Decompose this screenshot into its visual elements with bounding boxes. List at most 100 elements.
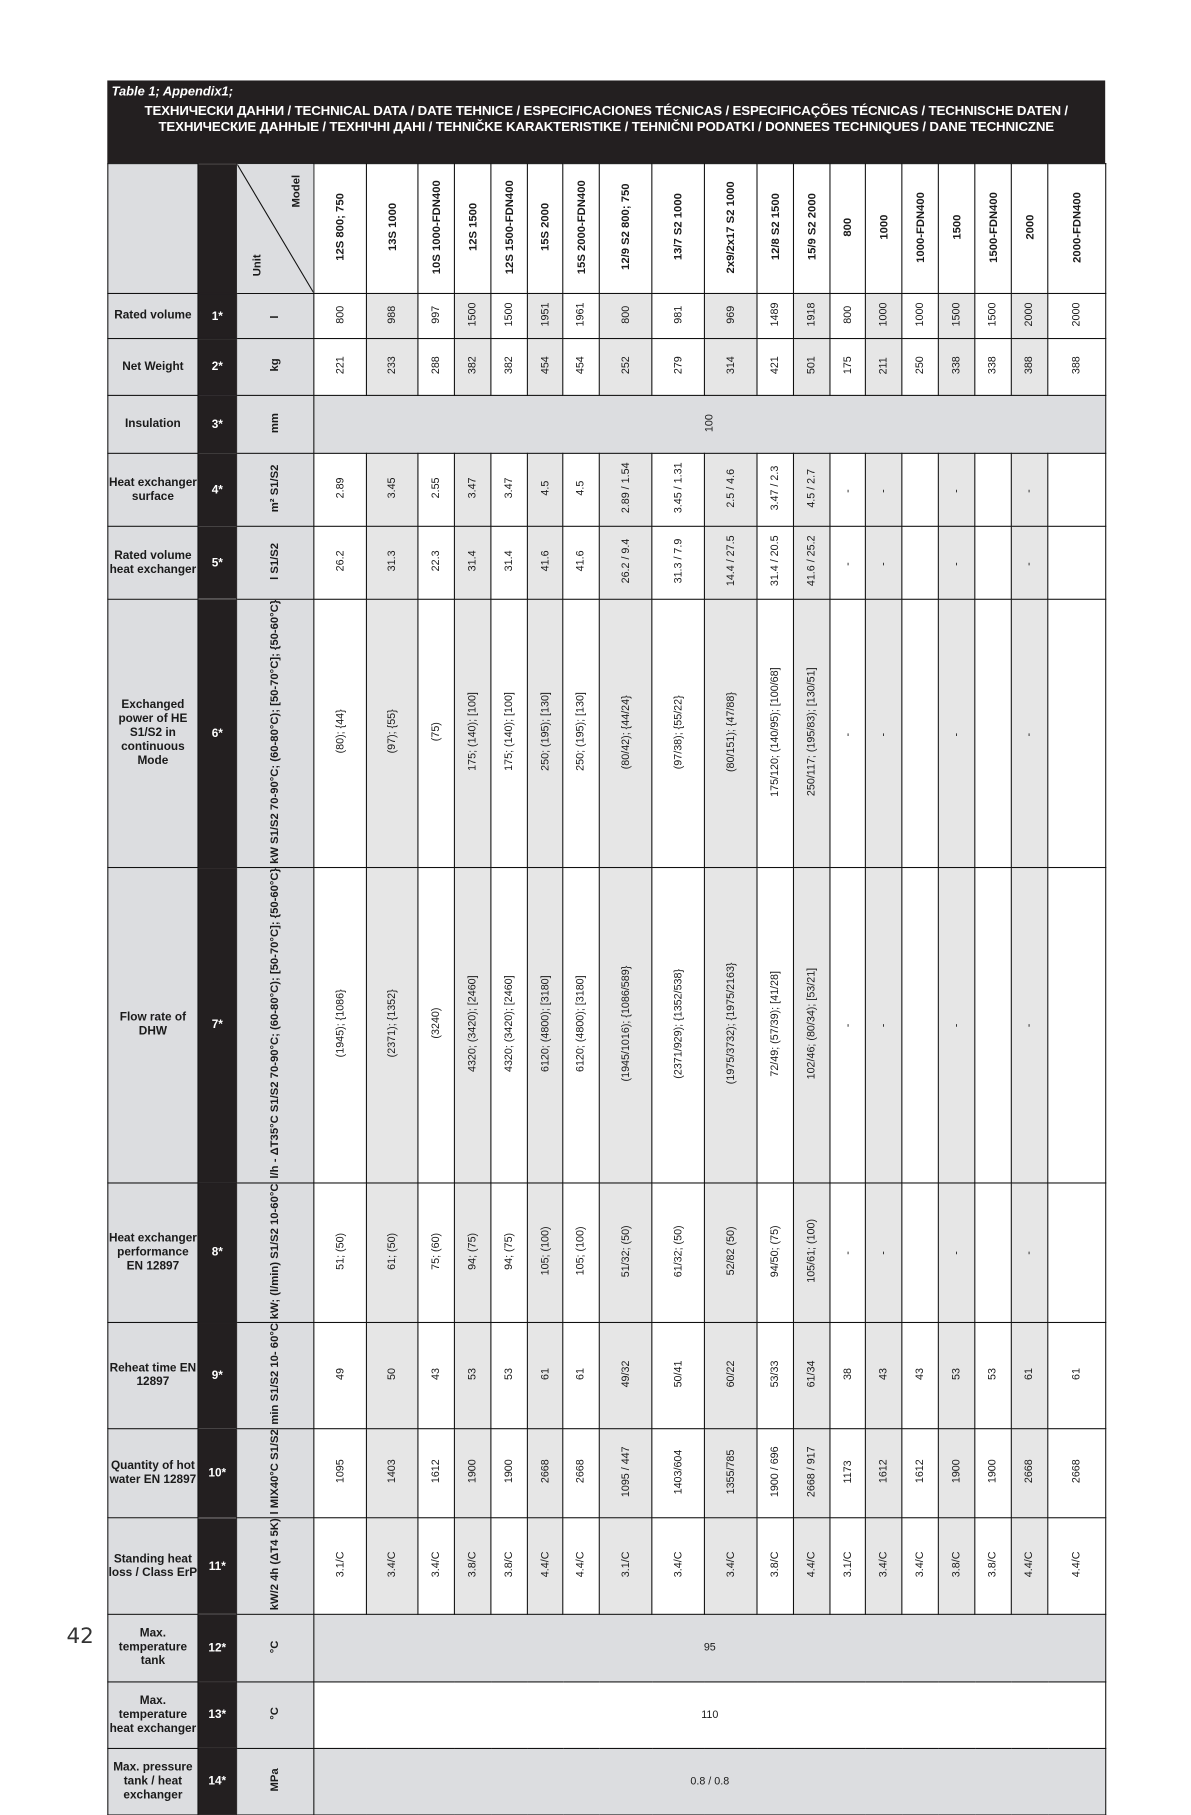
cell-value: 4.5 / 2.7 <box>805 468 818 508</box>
value-cell: 2000 <box>1010 292 1049 340</box>
value-cell: 41.6 <box>562 525 600 600</box>
value-cell: 26.2 / 9.4 <box>598 525 653 600</box>
cell-value: 338 <box>987 356 999 375</box>
value-cell: 969 <box>703 292 758 340</box>
cell-value: - <box>1023 488 1036 493</box>
value-cell: - <box>864 867 903 1184</box>
value-cell: 1500 <box>490 292 528 340</box>
value-cell: 3.47 / 2.3 <box>756 452 795 527</box>
cell-value: 3.4/C <box>430 1551 443 1578</box>
cell-value: 388 <box>1070 356 1083 375</box>
cell-value: - <box>841 1024 854 1028</box>
value-cell: 4.5 / 2.7 <box>792 452 831 527</box>
value-cell: 43 <box>417 1322 455 1429</box>
row-label: Quantity of hot water EN 12897 <box>107 1427 199 1519</box>
value-cell: 1961 <box>562 292 600 340</box>
model-header-cell: 12/8 S2 1500 <box>756 163 795 295</box>
cell-value: 1500 <box>950 302 963 327</box>
value-cell: 1095 / 447 <box>598 1427 653 1519</box>
cell-value: 1355/785 <box>724 1449 737 1494</box>
value-cell: 4.5 <box>526 452 564 527</box>
cell-value: 3.1/C <box>841 1551 854 1578</box>
row-label: Heat exchanger surface <box>107 452 199 527</box>
cell-value: 4.4/C <box>1070 1551 1083 1578</box>
cell-value: 4.5 <box>575 480 587 496</box>
cell-value: 50 <box>386 1367 399 1380</box>
row-label: Rated volume heat exchanger <box>107 525 199 600</box>
table-row: Exchanged power of HE S1/S2 in continuou… <box>107 598 1107 869</box>
value-cell: 53 <box>974 1322 1012 1429</box>
cell-value: 3.1/C <box>619 1551 632 1578</box>
cell-value: 51/32; (50) <box>619 1224 632 1277</box>
cell-value: - <box>877 561 890 566</box>
cell-value: - <box>877 1251 890 1256</box>
value-cell: 233 <box>365 337 419 396</box>
value-cell: (2371); {1352} <box>365 867 419 1184</box>
model-name: 13S 1000 <box>385 202 399 252</box>
cell-value: 1500 <box>987 302 999 327</box>
row-unit: l MIX40°C S1/S2 <box>236 1427 315 1519</box>
model-header-cell: 13S 1000 <box>365 163 419 295</box>
model-header-cell: 1000-FDN400 <box>901 163 939 295</box>
unit-text: m² S1/S2 <box>268 464 282 513</box>
cell-value: 94; (75) <box>466 1232 479 1270</box>
cell-value: 41.6 / 25.2 <box>805 535 818 587</box>
value-cell: 2668 <box>562 1427 600 1519</box>
value-cell <box>974 867 1012 1184</box>
value-cell <box>1047 525 1107 600</box>
row-number: 9* <box>197 1322 238 1429</box>
value-cell: 3.4/C <box>901 1517 939 1615</box>
cell-value: 94; (75) <box>503 1232 516 1270</box>
cell-value: 3.4/C <box>672 1551 685 1578</box>
model-name: 1500 <box>950 214 964 240</box>
cell-value: 43 <box>877 1367 890 1380</box>
cell-value: 31.4 <box>503 550 516 572</box>
value-cell: 4.5 <box>562 452 600 527</box>
value-cell: 50/41 <box>651 1322 705 1429</box>
cell-value: 6120; (4800); [3180] <box>539 975 551 1072</box>
cell-value: 3.47 <box>466 477 479 499</box>
value-cell: 1900 <box>937 1427 976 1519</box>
value-cell: 3.4/C <box>703 1517 758 1615</box>
value-cell: 175; (140); [100] <box>490 598 528 869</box>
value-cell: 388 <box>1047 337 1107 396</box>
value-cell <box>1047 598 1107 869</box>
merged-value-cell: 95 <box>313 1613 1107 1683</box>
cell-value: 1612 <box>877 1459 890 1484</box>
value-cell: 1000 <box>864 292 903 340</box>
value-cell: 3.8/C <box>937 1517 976 1615</box>
index-header-cell <box>197 163 238 295</box>
cell-value: 43 <box>914 1367 926 1380</box>
row-label: Heat exchanger performance EN 12897 <box>107 1181 199 1324</box>
table-row: Reheat time EN 12897 9* min S1/S2 10- 60°C… <box>107 1322 1107 1429</box>
value-cell: - <box>937 867 976 1184</box>
cell-value: 2.89 <box>334 477 347 499</box>
model-name: 2x9/2x17 S2 1000 <box>724 180 738 273</box>
cell-value: 2.89 / 1.54 <box>619 462 632 514</box>
value-cell: 1612 <box>864 1427 903 1519</box>
model-name: 12/9 S2 800; 750 <box>619 183 632 271</box>
value-cell: 53/33 <box>756 1322 795 1429</box>
unit-text: l/h - ΔT35°C S1/S2 70-90°C; (60-80°C); [… <box>268 868 282 1179</box>
value-cell: 2.5 / 4.6 <box>703 452 758 527</box>
model-header-cell: 2000 <box>1010 163 1049 295</box>
merged-value: 95 <box>703 1642 716 1654</box>
table-title-bar: Table 1; Appendix1; ТЕХНИЧЕСКИ ДАННИ / T… <box>107 80 1106 164</box>
cell-value: 22.3 <box>430 550 443 572</box>
cell-value: (97/38); {55/22} <box>672 694 685 769</box>
value-cell: (2371/929); {1352/538} <box>651 867 705 1184</box>
cell-value: 1900 <box>466 1459 479 1484</box>
unit-text: °C <box>268 1640 282 1653</box>
value-cell: - <box>1010 598 1049 869</box>
value-cell: 4.4/C <box>526 1517 564 1615</box>
row-unit: mm <box>236 394 315 454</box>
model-header-cell: 2x9/2x17 S2 1000 <box>703 163 758 295</box>
cell-value: 53 <box>503 1367 516 1380</box>
model-header-cell: 12S 1500-FDN400 <box>490 163 528 295</box>
value-cell: 988 <box>365 292 419 340</box>
model-name: 800 <box>841 217 855 237</box>
value-cell: 49/32 <box>598 1322 653 1429</box>
model-header-cell: 10S 1000-FDN400 <box>417 163 455 295</box>
cell-value: 41.6 <box>575 550 587 572</box>
unit-text: l MIX40°C S1/S2 <box>268 1428 282 1515</box>
